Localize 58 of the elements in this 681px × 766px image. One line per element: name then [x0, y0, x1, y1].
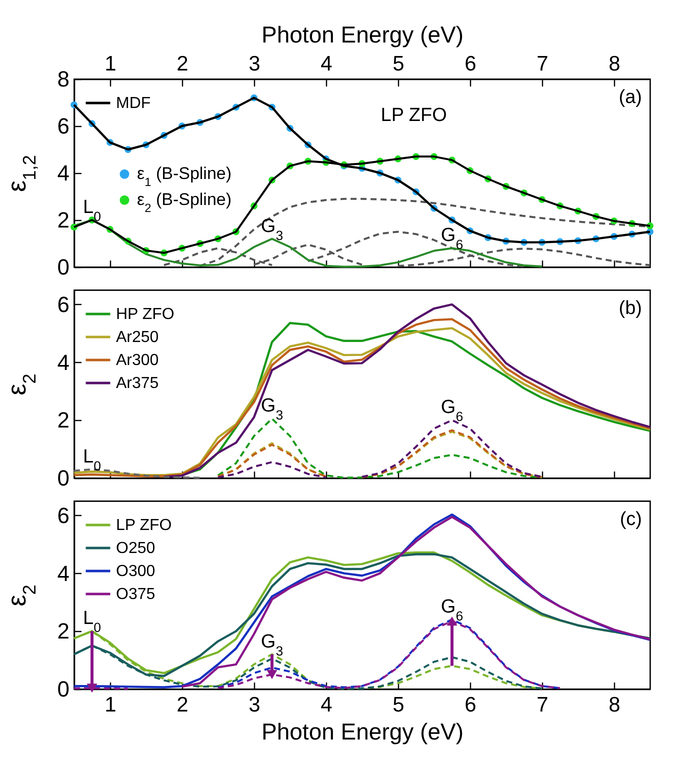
annotation: L$_{0}$	[83, 608, 101, 635]
y-tick-label: 2	[57, 408, 70, 433]
legend-label: LP ZFO	[116, 517, 172, 534]
x-tick-label: 1	[104, 694, 116, 716]
x-tick-label: 3	[248, 694, 260, 716]
x-tick-label: 6	[464, 694, 476, 716]
y-tick-label: 0	[57, 466, 70, 490]
legend-label: HP ZFO	[116, 306, 174, 323]
x-tick-label: 2	[176, 694, 188, 716]
y-tick-label: 0	[57, 254, 70, 280]
legend-label: MDF	[116, 95, 151, 112]
legend-label: O250	[116, 540, 156, 557]
x-tick-label: 7	[536, 694, 548, 716]
x2-tick-label: 8	[608, 52, 620, 76]
annotation: (c)	[620, 509, 642, 530]
legend-label: O375	[116, 586, 156, 603]
legend-label: ε$_{2}$ (B-Spline)	[137, 190, 232, 216]
point	[266, 670, 278, 680]
y-tick-label: 6	[57, 502, 70, 528]
annotation: G$_{3}$	[260, 631, 284, 658]
point	[86, 684, 98, 693]
y-tick-label: 2	[57, 618, 70, 644]
x2-tick-label: 1	[104, 52, 116, 76]
x-axis-title: Photon Energy (eV)	[261, 718, 464, 744]
x2-tick-label: 3	[248, 52, 260, 76]
legend-label: O300	[116, 563, 156, 580]
annotation: G$_{3}$	[260, 396, 284, 422]
legend-label: ε$_{1}$ (B-Spline)	[137, 164, 232, 190]
y-tick-label: 6	[57, 292, 70, 317]
x2-tick-label: 6	[464, 52, 476, 76]
annotation: LP ZFO	[380, 105, 447, 126]
y-tick-label: 4	[57, 560, 70, 586]
y-tick-label: 2	[57, 208, 70, 232]
y-tick-label: 4	[57, 160, 70, 186]
y-tick-label: 4	[57, 350, 70, 375]
point	[446, 616, 458, 626]
legend-label: Ar250	[116, 329, 159, 346]
x2-tick-label: 5	[392, 52, 404, 76]
y-tick-label: 0	[57, 676, 70, 702]
x-tick-label: 5	[392, 694, 404, 716]
y-tick-label: 6	[57, 114, 70, 138]
x2-tick-label: 4	[320, 52, 333, 76]
annotation: G$_{6}$	[440, 397, 464, 424]
x-tick-label: 4	[320, 694, 333, 716]
x2-tick-label: 2	[176, 52, 188, 76]
annotation: L$_{0}$	[83, 446, 101, 473]
annotation: (a)	[618, 87, 642, 108]
annotation: L$_{0}$	[83, 197, 101, 224]
x2-tick-label: 7	[536, 52, 548, 76]
legend-label: Ar300	[116, 352, 159, 369]
x-tick-label: 8	[608, 694, 620, 716]
annotation: G$_{6}$	[440, 596, 464, 624]
annotation: G$_{6}$	[440, 225, 464, 252]
legend-label: Ar375	[116, 375, 159, 392]
annotation: (b)	[618, 298, 642, 319]
y-tick-label: 8	[57, 66, 70, 92]
x2-axis-title: Photon Energy (eV)	[261, 22, 464, 48]
annotation: G$_{3}$	[260, 216, 284, 242]
